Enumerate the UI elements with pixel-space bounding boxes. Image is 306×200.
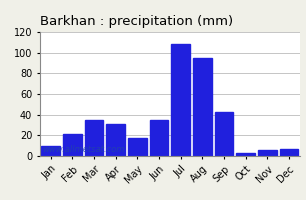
Bar bbox=[85, 120, 103, 156]
Bar bbox=[106, 124, 125, 156]
Bar bbox=[280, 149, 298, 156]
Bar bbox=[193, 58, 211, 156]
Text: www.allmetsat.com: www.allmetsat.com bbox=[42, 145, 125, 154]
Bar bbox=[63, 134, 81, 156]
Bar bbox=[150, 120, 168, 156]
Bar bbox=[237, 153, 255, 156]
Bar bbox=[41, 146, 60, 156]
Bar bbox=[171, 44, 190, 156]
Text: Barkhan : precipitation (mm): Barkhan : precipitation (mm) bbox=[40, 15, 233, 28]
Bar bbox=[215, 112, 233, 156]
Bar bbox=[258, 150, 277, 156]
Bar bbox=[128, 138, 147, 156]
